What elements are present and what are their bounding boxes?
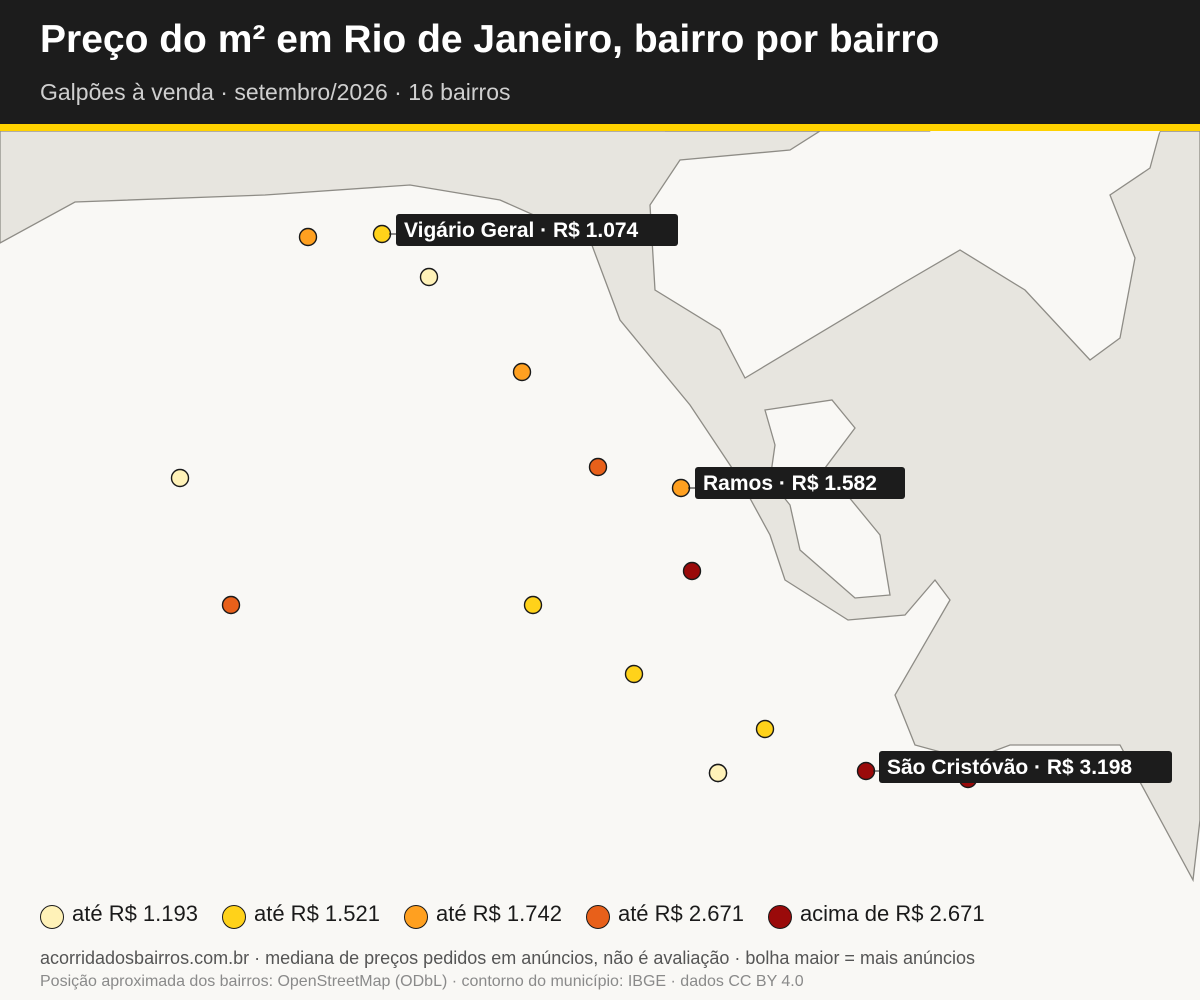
legend-item: até R$ 1.193 [40, 899, 198, 929]
guanabara-bay-water [0, 131, 1200, 883]
callout-label: São Cristóvão · R$ 3.198 [887, 756, 1132, 779]
legend-item: até R$ 1.742 [403, 899, 562, 929]
bairro-marker[interactable] [221, 595, 241, 615]
legend-label: até R$ 1.742 [435, 901, 562, 926]
bairro-marker[interactable] [708, 763, 728, 783]
header-bar: Preço do m² em Rio de Janeiro, bairro po… [0, 0, 1200, 124]
bairro-callout: Ramos · R$ 1.582 [688, 467, 905, 499]
map-canvas[interactable]: Vigário Geral · R$ 1.074 Ramos · R$ 1.582… [0, 131, 1200, 890]
legend-swatch [767, 905, 792, 929]
bairro-marker[interactable] [170, 468, 190, 488]
legend-swatch [40, 905, 64, 929]
bairro-marker[interactable] [298, 227, 318, 247]
callout-box [879, 751, 1172, 783]
page-subtitle: Galpões à venda · setembro/2026 · 16 bai… [40, 79, 511, 105]
bairro-marker[interactable] [372, 224, 392, 244]
bairro-marker[interactable] [624, 664, 644, 684]
bairro-callout: Vigário Geral · R$ 1.074 [389, 214, 678, 246]
bairro-marker[interactable] [856, 761, 876, 781]
bairro-marker[interactable] [512, 362, 532, 382]
callout-label: Vigário Geral · R$ 1.074 [404, 219, 639, 242]
legend-swatch [403, 905, 428, 929]
bairro-marker[interactable] [419, 267, 439, 287]
accent-rule [0, 124, 1200, 131]
callout-box [695, 467, 905, 499]
legend-label: até R$ 2.671 [617, 901, 744, 926]
map-panel[interactable]: Vigário Geral · R$ 1.074 Ramos · R$ 1.582… [0, 131, 1200, 890]
footer-source-note: acorridadosbairros.com.br · mediana de p… [40, 948, 976, 968]
bairro-marker[interactable] [588, 457, 608, 477]
page-title: Preço do m² em Rio de Janeiro, bairro po… [40, 18, 940, 61]
north-coast-land [930, 131, 1160, 150]
ilha-do-governador-land [649, 131, 1200, 379]
legend-item: acima de R$ 2.671 [767, 899, 985, 929]
bairro-callout: São Cristóvão · R$ 3.198 [873, 751, 1172, 783]
callouts-layer: Vigário Geral · R$ 1.074 Ramos · R$ 1.582… [389, 214, 1172, 783]
bairro-marker[interactable] [671, 478, 691, 498]
bairro-marker[interactable] [755, 719, 775, 739]
legend-item: até R$ 1.521 [221, 899, 380, 929]
callout-label: Ramos · R$ 1.582 [703, 472, 877, 495]
legend: até R$ 1.193 até R$ 1.521 até R$ 1.742 a… [40, 897, 1009, 931]
legend-label: até R$ 1.521 [253, 901, 380, 926]
bairro-marker[interactable] [682, 561, 702, 581]
footer-attribution: Posição aproximada dos bairros: OpenStre… [40, 973, 804, 990]
callout-box [396, 214, 678, 246]
bairro-marker[interactable] [523, 595, 543, 615]
legend-label: até R$ 1.193 [72, 901, 198, 926]
legend-item: até R$ 2.671 [585, 899, 744, 929]
legend-swatch [585, 905, 610, 929]
legend-label: acima de R$ 2.671 [799, 901, 985, 926]
legend-swatch [221, 905, 246, 929]
points-layer [170, 224, 978, 789]
